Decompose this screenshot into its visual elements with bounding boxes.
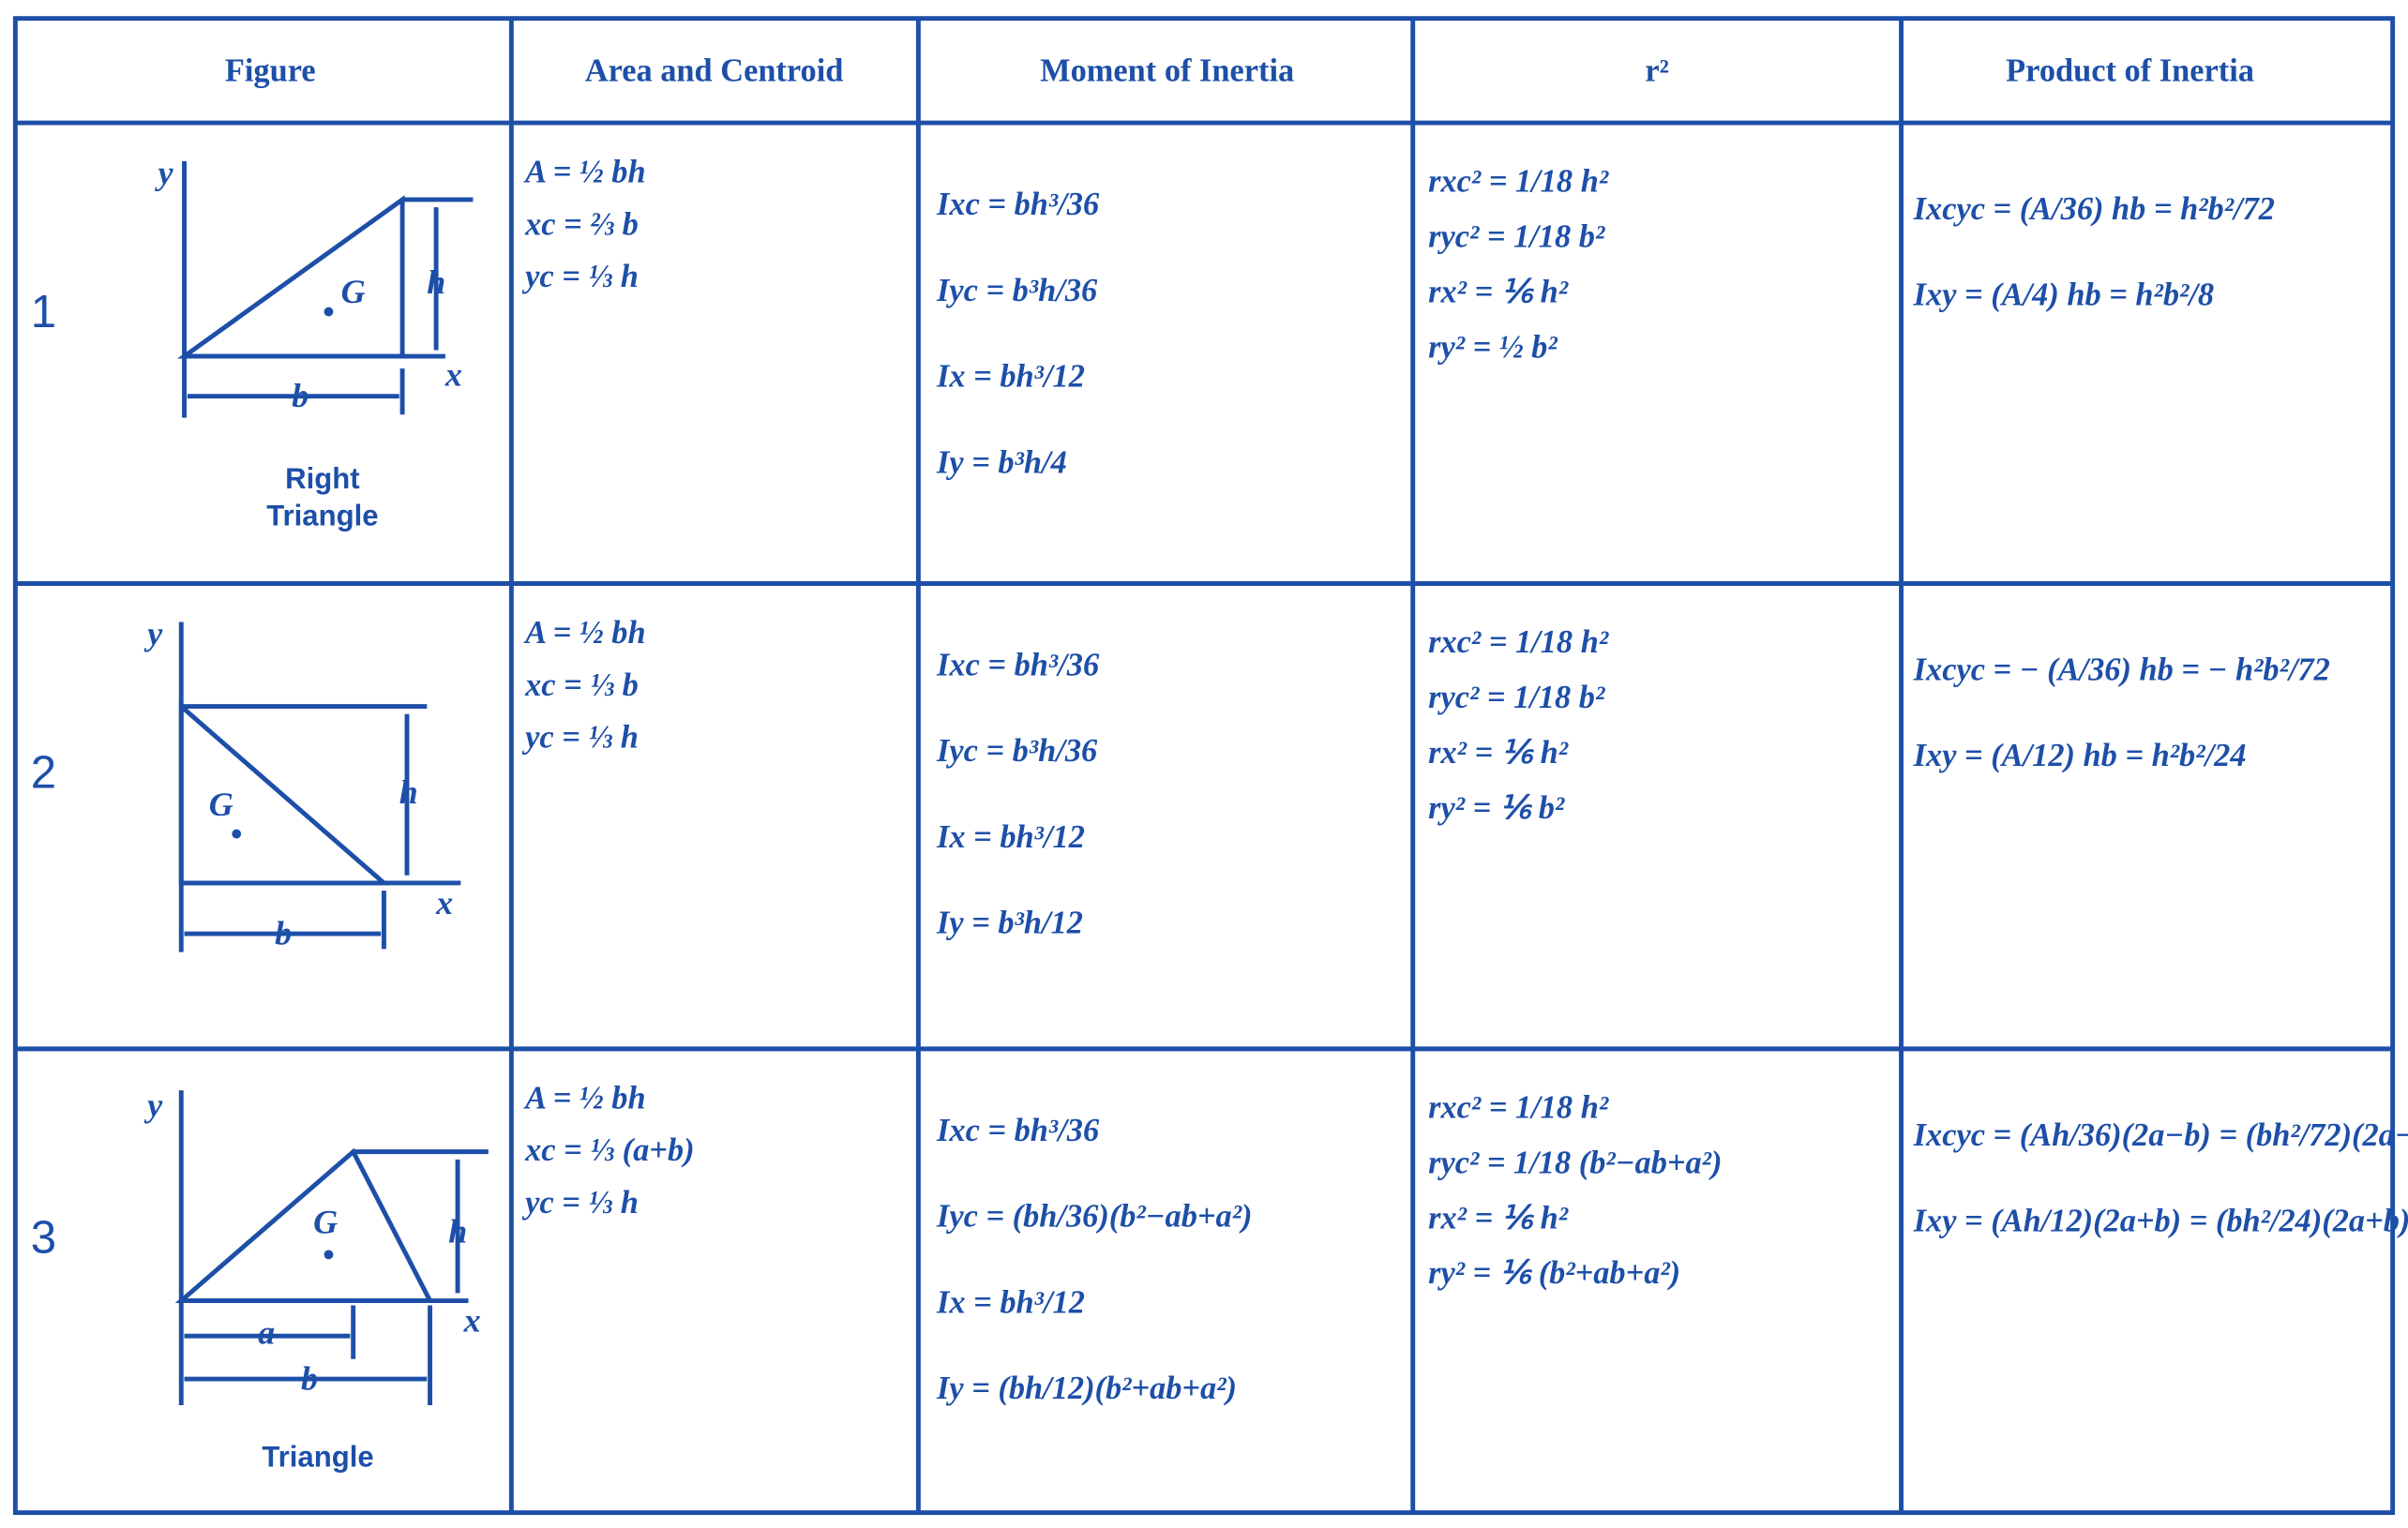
formula: ryc² = 1/18 b² bbox=[1428, 680, 1605, 715]
formula: A = ½ bh bbox=[523, 155, 645, 190]
formula: ry² = ½ b² bbox=[1428, 329, 1558, 365]
figure-name: Triangle bbox=[266, 499, 378, 532]
row-number: 2 bbox=[31, 747, 56, 798]
formula: ryc² = 1/18 (b²−ab+a²) bbox=[1428, 1145, 1722, 1180]
formula: Iy = b³h/4 bbox=[936, 444, 1067, 480]
formula: rxc² = 1/18 h² bbox=[1428, 163, 1609, 199]
dim-label: b bbox=[301, 1360, 318, 1398]
figure-name: Right bbox=[285, 462, 359, 495]
formula: rxc² = 1/18 h² bbox=[1428, 624, 1609, 660]
formula: Iyc = b³h/36 bbox=[936, 733, 1098, 769]
axis-label: x bbox=[463, 1301, 481, 1339]
formula: Ixcyc = (Ah/36)(2a−b) = (bh²/72)(2a−b) bbox=[1913, 1117, 2408, 1153]
formula: Ix = bh³/12 bbox=[936, 359, 1085, 395]
dim-label: a bbox=[258, 1313, 275, 1351]
figure-3 bbox=[174, 1090, 489, 1405]
axis-label: y bbox=[143, 615, 163, 652]
centroid-label: G bbox=[209, 786, 233, 823]
formula: xc = ⅓ b bbox=[524, 667, 639, 703]
row-number: 1 bbox=[31, 287, 56, 337]
formula: rx² = ⅙ h² bbox=[1428, 1200, 1569, 1236]
formula: Iy = (bh/12)(b²+ab+a²) bbox=[936, 1371, 1237, 1406]
dim-label: h bbox=[399, 773, 418, 811]
formula: Ixc = bh³/36 bbox=[936, 1113, 1100, 1148]
grid bbox=[12, 16, 2396, 1516]
centroid-label: G bbox=[341, 273, 366, 310]
formula: yc = ⅓ h bbox=[521, 259, 639, 294]
formula: yc = ⅓ h bbox=[521, 719, 639, 755]
figure-name: Triangle bbox=[262, 1440, 373, 1473]
formula: yc = ⅓ h bbox=[521, 1185, 639, 1221]
formula: xc = ⅔ b bbox=[524, 206, 639, 242]
row-number: 3 bbox=[31, 1213, 56, 1264]
figure-1 bbox=[176, 161, 474, 418]
axis-label: x bbox=[435, 884, 453, 921]
formula: ry² = ⅙ b² bbox=[1428, 790, 1565, 826]
formula: Ixc = bh³/36 bbox=[936, 648, 1100, 683]
header-cell: Figure bbox=[225, 53, 316, 89]
dim-label: h bbox=[427, 263, 445, 301]
formula: ryc² = 1/18 b² bbox=[1428, 218, 1605, 254]
formula: ry² = ⅙ (b²+ab+a²) bbox=[1428, 1255, 1680, 1291]
dim-label: b bbox=[275, 915, 292, 952]
formula: Ix = bh³/12 bbox=[936, 819, 1085, 855]
formula: Iy = b³h/12 bbox=[936, 906, 1083, 941]
header: Figure Area and Centroid Moment of Inert… bbox=[225, 53, 2254, 89]
formula: Ixcyc = − (A/36) hb = − h²b²/72 bbox=[1913, 652, 2330, 687]
formula: Ixy = (A/12) hb = h²b²/24 bbox=[1913, 738, 2247, 773]
formula: rx² = ⅙ h² bbox=[1428, 274, 1569, 309]
dim-label: h bbox=[448, 1212, 467, 1250]
formula: Iyc = b³h/36 bbox=[936, 273, 1098, 308]
formula: Iyc = (bh/36)(b²−ab+a²) bbox=[936, 1199, 1252, 1235]
formula: xc = ⅓ (a+b) bbox=[524, 1132, 694, 1168]
dim-label: b bbox=[292, 377, 309, 414]
axis-label: y bbox=[143, 1086, 163, 1124]
centroid-label: G bbox=[313, 1204, 338, 1241]
formula: A = ½ bh bbox=[523, 1080, 645, 1116]
formula: Ixy = (A/4) hb = h²b²/8 bbox=[1913, 277, 2214, 313]
header-cell: Moment of Inertia bbox=[1040, 53, 1294, 89]
header-cell: r² bbox=[1645, 53, 1669, 89]
figure-2 bbox=[178, 622, 461, 952]
axis-label: x bbox=[444, 355, 462, 393]
formula: rx² = ⅙ h² bbox=[1428, 735, 1569, 771]
axis-label: y bbox=[155, 155, 174, 192]
formula: Ixcyc = (A/36) hb = h²b²/72 bbox=[1913, 191, 2275, 227]
formula: Ixy = (Ah/12)(2a+b) = (bh²/24)(2a+b) bbox=[1913, 1204, 2408, 1239]
header-cell: Area and Centroid bbox=[585, 53, 844, 89]
formula: Ix = bh³/12 bbox=[936, 1284, 1085, 1320]
header-cell: Product of Inertia bbox=[2006, 53, 2254, 89]
formula: rxc² = 1/18 h² bbox=[1428, 1089, 1609, 1125]
formula: Ixc = bh³/36 bbox=[936, 187, 1100, 222]
formula: A = ½ bh bbox=[523, 615, 645, 651]
